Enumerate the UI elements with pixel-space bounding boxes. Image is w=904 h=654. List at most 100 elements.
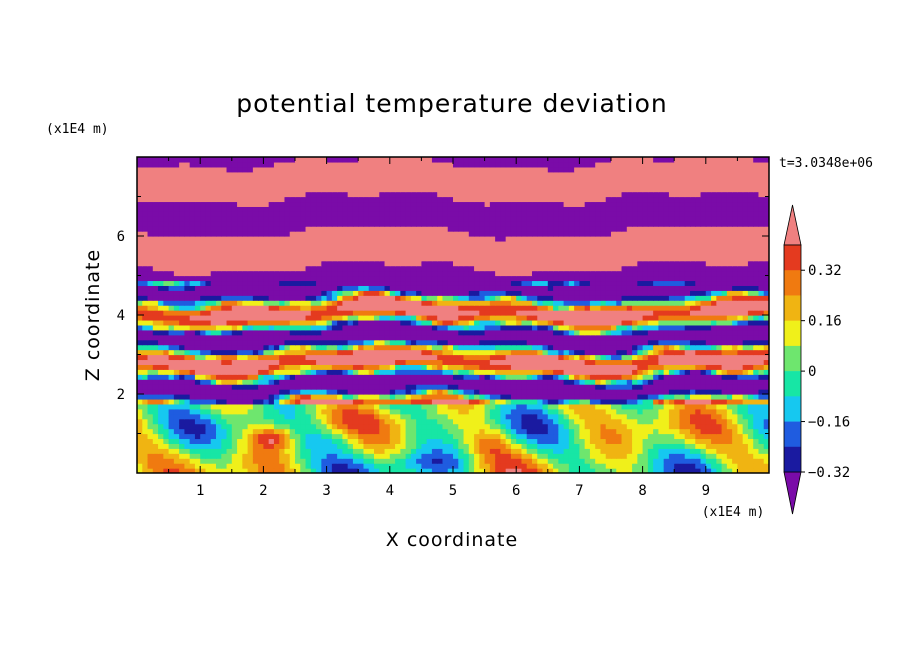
field-cell <box>231 334 238 341</box>
field-cell <box>526 443 533 449</box>
field-cell <box>595 384 602 390</box>
field-cell <box>726 379 733 385</box>
field-cell <box>194 403 201 410</box>
field-cell <box>137 364 143 370</box>
field-cell <box>495 394 501 400</box>
field-cell <box>537 413 544 420</box>
field-cell <box>553 315 559 321</box>
field-cell <box>263 359 270 365</box>
field-cell <box>147 463 154 469</box>
field-cell <box>163 438 170 444</box>
field-cell <box>526 394 533 400</box>
field-cell <box>200 364 207 370</box>
field-cell <box>347 389 354 395</box>
field-cell <box>194 310 201 316</box>
field-cell <box>463 305 470 311</box>
field-cell <box>526 270 533 277</box>
field-cell <box>674 319 681 326</box>
field-cell <box>642 374 649 380</box>
field-cell <box>542 403 549 410</box>
field-cell <box>510 275 517 282</box>
field-cell <box>352 324 359 331</box>
field-cell <box>679 275 686 282</box>
field-cell <box>247 329 254 336</box>
field-cell <box>405 319 412 326</box>
field-cell <box>279 418 286 425</box>
field-cell <box>521 270 528 277</box>
field-cell <box>168 408 175 415</box>
field-cell <box>690 433 696 440</box>
field-cell <box>374 310 380 316</box>
field-cell <box>416 315 422 321</box>
field-cell <box>442 280 449 286</box>
field-cell <box>474 354 480 361</box>
field-cell <box>474 305 480 311</box>
field-cell <box>416 354 422 361</box>
field-cell <box>194 443 201 449</box>
field-cell <box>273 310 280 316</box>
field-cell <box>331 324 338 331</box>
field-cell <box>416 290 422 296</box>
field-cell <box>553 354 559 361</box>
field-cell <box>626 369 633 375</box>
field-cell <box>589 359 596 365</box>
field-cell <box>152 295 159 301</box>
field-cell <box>194 379 201 385</box>
field-cell <box>621 290 628 296</box>
field-cell <box>479 290 486 296</box>
field-cell <box>489 458 496 464</box>
field-cell <box>342 374 349 380</box>
field-cell <box>579 359 586 365</box>
field-cell <box>647 315 654 321</box>
field-cell <box>284 300 291 306</box>
field-cell <box>553 319 559 326</box>
field-cell <box>347 403 354 410</box>
field-cell <box>168 413 175 420</box>
field-cell <box>421 369 428 375</box>
field-cell <box>442 295 449 301</box>
field-cell <box>753 295 760 301</box>
field-cell <box>574 310 580 316</box>
field-cell <box>558 389 565 395</box>
field-cell <box>721 290 728 296</box>
field-cell <box>637 285 644 291</box>
field-cell <box>410 453 417 459</box>
field-cell <box>516 285 523 291</box>
field-cell <box>142 339 149 346</box>
field-cell <box>295 270 301 277</box>
field-cell <box>221 418 228 425</box>
field-cell <box>690 290 696 296</box>
field-cell <box>158 468 164 473</box>
field-cell <box>674 398 681 405</box>
field-cell <box>331 319 338 326</box>
field-cell <box>179 403 185 410</box>
field-cell <box>574 344 580 351</box>
field-cell <box>611 463 617 469</box>
field-cell <box>421 413 428 420</box>
field-cell <box>700 315 707 321</box>
field-cell <box>732 379 738 385</box>
field-cell <box>237 374 243 380</box>
field-cell <box>447 403 454 410</box>
field-cell <box>189 418 196 425</box>
field-cell <box>516 374 523 380</box>
field-cell <box>226 379 233 385</box>
field-cell <box>158 334 164 341</box>
field-cell <box>584 285 591 291</box>
field-cell <box>268 403 275 410</box>
field-cell <box>431 394 438 400</box>
field-cell <box>295 394 301 400</box>
field-cell <box>226 329 233 336</box>
field-cell <box>763 334 769 341</box>
field-cell <box>168 339 175 346</box>
field-cell <box>711 389 717 395</box>
field-cell <box>310 384 317 390</box>
field-cell <box>747 418 754 425</box>
field-cell <box>484 319 491 326</box>
field-cell <box>737 339 744 346</box>
field-cell <box>247 364 254 370</box>
field-cell <box>431 463 438 469</box>
field-cell <box>421 305 428 311</box>
field-cell <box>137 389 143 395</box>
field-cell <box>589 374 596 380</box>
